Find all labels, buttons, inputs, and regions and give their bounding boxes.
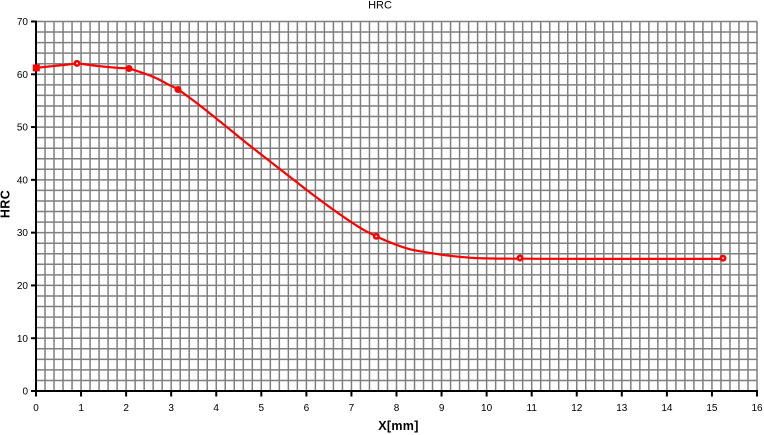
svg-text:10: 10 [481, 403, 493, 414]
svg-text:8: 8 [394, 403, 400, 414]
svg-text:70: 70 [17, 17, 29, 28]
svg-text:0: 0 [22, 387, 28, 398]
svg-text:5: 5 [259, 403, 265, 414]
svg-text:14: 14 [661, 403, 673, 414]
svg-text:7: 7 [349, 403, 355, 414]
svg-text:0: 0 [33, 403, 39, 414]
svg-text:HRC: HRC [0, 190, 12, 218]
svg-text:60: 60 [17, 70, 29, 81]
svg-text:2: 2 [123, 403, 129, 414]
svg-text:4: 4 [213, 403, 219, 414]
svg-text:16: 16 [751, 403, 763, 414]
svg-text:6: 6 [304, 403, 310, 414]
svg-text:13: 13 [616, 403, 628, 414]
svg-text:15: 15 [706, 403, 718, 414]
svg-text:1: 1 [78, 403, 84, 414]
svg-text:30: 30 [17, 228, 29, 239]
svg-text:20: 20 [17, 281, 29, 292]
svg-text:3: 3 [168, 403, 174, 414]
svg-text:40: 40 [17, 176, 29, 187]
svg-text:12: 12 [571, 403, 583, 414]
svg-text:X[mm]: X[mm] [378, 419, 418, 433]
svg-text:10: 10 [17, 334, 29, 345]
svg-text:11: 11 [527, 403, 538, 414]
svg-text:50: 50 [17, 123, 29, 134]
svg-text:HRC: HRC [368, 0, 392, 12]
svg-text:9: 9 [439, 403, 445, 414]
